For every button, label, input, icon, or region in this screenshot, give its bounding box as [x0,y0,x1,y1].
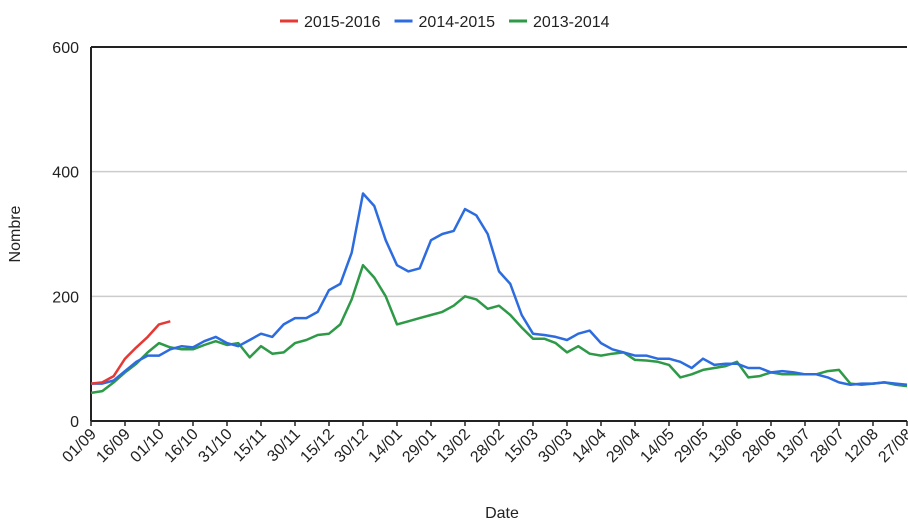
x-tick-label: 31/10 [195,426,235,466]
x-tick-label: 29/04 [603,426,643,466]
x-tick-label: 29/05 [671,426,711,466]
x-tick-label: 15/03 [501,426,541,466]
x-tick-label: 14/01 [365,426,405,466]
x-tick-label: 27/08 [875,426,908,466]
x-tick-label: 30/03 [535,426,575,466]
x-tick-label: 13/06 [705,426,745,466]
x-tick-label: 15/12 [297,426,337,466]
x-tick-label: 13/07 [773,426,813,466]
x-tick-label: 15/11 [230,426,270,466]
x-tick-label: 28/07 [807,426,847,466]
x-tick-label: 14/05 [637,426,677,466]
y-axis-title: Nombre [7,205,24,262]
legend-label: 2015-2016 [304,14,381,31]
legend-label: 2014-2015 [419,14,496,31]
legend-label: 2013-2014 [533,14,610,31]
x-tick-label: 01/09 [59,426,99,466]
y-tick-label: 200 [52,289,79,306]
x-tick-label: 30/12 [331,426,371,466]
x-axis-title: Date [485,505,519,522]
series-line [90,320,171,385]
x-tick-label: 12/08 [841,426,881,466]
series-line [91,192,908,387]
y-tick-label: 400 [52,165,79,182]
x-tick-label: 29/01 [399,426,439,466]
x-tick-label: 28/02 [467,426,507,466]
x-tick-label: 16/10 [161,426,201,466]
x-tick-label: 16/09 [93,426,133,466]
x-tick-label: 30/11 [264,426,304,466]
y-tick-label: 0 [70,414,79,431]
x-tick-label: 01/10 [127,426,167,466]
series-line [90,263,908,395]
y-tick-label: 600 [52,40,79,57]
x-tick-label: 28/06 [739,426,779,466]
x-tick-label: 14/04 [569,426,609,466]
x-tick-label: 13/02 [433,426,473,466]
